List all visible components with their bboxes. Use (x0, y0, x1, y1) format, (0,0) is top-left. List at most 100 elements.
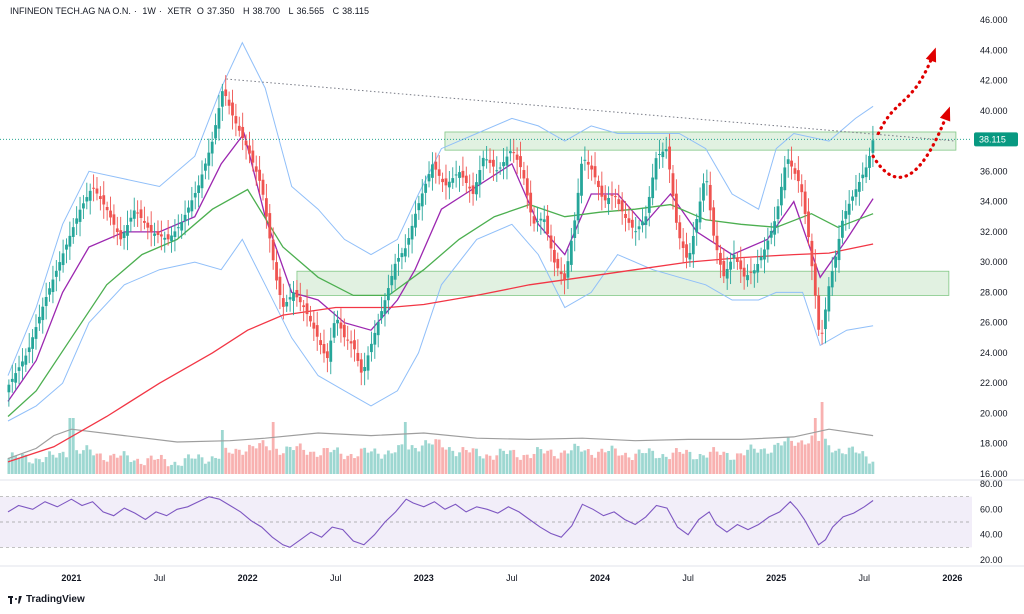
candle-body (766, 240, 770, 250)
volume-bar (397, 445, 400, 474)
candle-body (403, 248, 407, 257)
volume-bar (414, 447, 417, 474)
price-axis-label: 28.000 (980, 287, 1008, 297)
candle-body (298, 296, 302, 303)
candle-body (776, 206, 780, 220)
ohlc-open: O 37.350 (196, 6, 235, 16)
candle-body (685, 244, 688, 258)
volume-bar (349, 454, 353, 474)
tradingview-logo[interactable]: TradingView (8, 594, 85, 605)
volume-bar (251, 446, 255, 474)
volume-bar (183, 458, 187, 474)
ohlc-high: H 38.700 (242, 6, 281, 16)
candle-body (600, 185, 604, 197)
volume-bar (210, 456, 214, 474)
candle-body (461, 170, 465, 178)
volume-bar (7, 458, 11, 474)
volume-bar (132, 460, 136, 474)
price-axis-label: 18.000 (980, 439, 1008, 449)
candle-body (156, 231, 160, 235)
bollinger-lower (7, 223, 874, 422)
volume-bar (705, 457, 709, 474)
volume-bar (566, 453, 570, 474)
volume-bar (322, 448, 326, 474)
candle-body (342, 324, 346, 338)
candle-body (593, 166, 597, 178)
time-axis-label: Jul (859, 573, 871, 583)
candle-body (485, 159, 489, 161)
symbol-name[interactable]: INFINEON TECH.AG NA O.N. (10, 6, 131, 16)
volume-bar (258, 443, 262, 474)
volume-bar (790, 440, 793, 474)
volume-bar (102, 460, 106, 474)
volume-bar (468, 452, 472, 474)
moving-average-mid (7, 188, 874, 417)
candle-body (410, 225, 414, 240)
candle-body (261, 179, 265, 195)
candle-body (773, 221, 777, 235)
candle-body (44, 296, 48, 307)
volume-bar (65, 457, 68, 474)
volume-bar (268, 450, 272, 474)
candle-body (607, 197, 611, 205)
volume-bar (502, 450, 505, 474)
candle-body (88, 190, 92, 201)
volume-bar (166, 466, 170, 474)
candle-body (420, 193, 424, 207)
candle-body (681, 241, 685, 248)
volume-bar (729, 459, 732, 474)
volume-bar (556, 458, 560, 474)
volume-bar (88, 449, 92, 474)
volume-bar (610, 445, 614, 474)
candle-body (17, 367, 21, 371)
volume-bar (431, 444, 434, 474)
candle-body (190, 200, 194, 212)
candle-body (793, 168, 797, 174)
volume-bar (410, 445, 414, 474)
volume-bar (485, 454, 489, 474)
candle-body (366, 355, 370, 371)
volume-bar (851, 446, 854, 474)
volume-bar (664, 456, 668, 474)
volume-bar (702, 455, 705, 474)
volume-bar (590, 454, 594, 474)
candle-body (786, 159, 790, 164)
candle-body (58, 262, 62, 271)
candle-body (393, 263, 397, 280)
candle-body (376, 322, 380, 336)
candle-body (803, 191, 807, 214)
candle-body (380, 311, 383, 319)
volume-bar (254, 448, 258, 474)
candle-body (698, 201, 702, 223)
candle-body (498, 167, 502, 169)
candle-body (302, 305, 306, 308)
candle-body (739, 260, 743, 270)
volume-bar (573, 443, 577, 474)
volume-bar (481, 458, 485, 474)
volume-bar (607, 450, 611, 474)
volume-bar (593, 457, 597, 474)
candle-body (763, 249, 766, 260)
rsi-axis-label: 80.00 (980, 479, 1003, 489)
candle-body (370, 343, 373, 353)
rsi-axis-label: 60.00 (980, 504, 1003, 514)
volume-bar (807, 443, 810, 474)
volume-bar (691, 459, 695, 474)
candle-body (729, 261, 732, 270)
candle-body (237, 125, 241, 131)
volume-bar (383, 454, 387, 474)
volume-bar (857, 453, 861, 474)
candle-body (790, 160, 793, 167)
candle-body (34, 327, 38, 339)
candle-body (749, 271, 753, 273)
candle-body (102, 195, 106, 205)
volume-bar (224, 447, 228, 474)
volume-bar (712, 447, 716, 474)
volume-bar (536, 447, 539, 474)
candle-body (305, 303, 309, 315)
volume-bar (786, 436, 790, 474)
volume-bar (41, 462, 45, 474)
interval[interactable]: 1W (142, 6, 156, 16)
candle-body (7, 384, 11, 393)
